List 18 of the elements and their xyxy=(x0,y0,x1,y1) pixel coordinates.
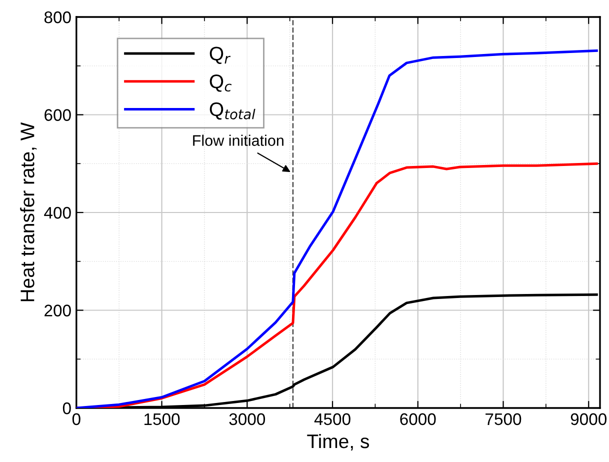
x-tick-label: 0 xyxy=(72,413,80,426)
x-tick-label: 7500 xyxy=(486,413,522,426)
legend-label: Q$_{r}$ xyxy=(210,46,231,64)
y-tick-label: 200 xyxy=(44,304,71,316)
x-tick-label: 1500 xyxy=(144,413,180,426)
y-tick-label: 0 xyxy=(62,402,71,414)
y-axis-title: Heat transfer rate, W xyxy=(20,122,37,302)
annotation: Flow initiation xyxy=(193,134,284,146)
x-tick-label: 9000 xyxy=(570,413,607,426)
y-tick-label: 400 xyxy=(44,206,71,219)
y-tick-label: 800 xyxy=(44,11,71,24)
legend-label: Q$_{total}$ xyxy=(210,102,256,120)
x-tick-label: 3000 xyxy=(229,413,266,426)
y-tick-label: 600 xyxy=(44,109,71,121)
x-tick-label: 6000 xyxy=(400,413,436,426)
x-axis-title: Time, s xyxy=(307,434,370,451)
legend-label: Q$_{c}$ xyxy=(210,74,232,92)
x-tick-label: 4500 xyxy=(314,413,350,426)
